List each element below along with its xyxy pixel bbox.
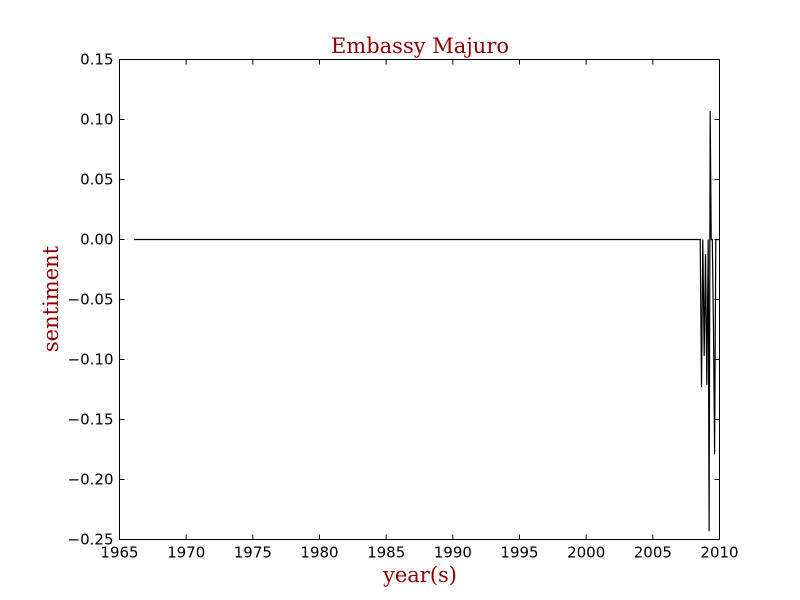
x-tick-label: 1975 [234, 544, 272, 562]
y-tick-label: 0.15 [80, 51, 113, 69]
y-tick-label: 0.00 [80, 231, 113, 249]
x-tick-label: 1990 [434, 544, 472, 562]
y-tick-label: 0.10 [80, 111, 113, 129]
x-tick-label: 1985 [367, 544, 405, 562]
y-tick-label: −0.15 [68, 411, 114, 429]
series-layer [134, 111, 720, 532]
x-tick-label: 1995 [500, 544, 538, 562]
chart-title: Embassy Majuro [331, 34, 509, 58]
x-tick-label: 2010 [700, 544, 738, 562]
y-tick-label: 0.05 [80, 171, 113, 189]
x-tick-label: 2005 [634, 544, 672, 562]
plot-frame [119, 59, 720, 540]
x-tick-label: 2000 [567, 544, 605, 562]
x-tick-label: 1970 [167, 544, 205, 562]
y-axis-label: sentiment [39, 245, 63, 352]
x-tick-label: 1965 [100, 544, 138, 562]
x-tick-label: 1980 [300, 544, 338, 562]
y-tick-label: −0.25 [68, 531, 114, 549]
x-axis-label: year(s) [382, 563, 457, 587]
y-tick-label: −0.10 [68, 351, 114, 369]
axis-ticks: 1965 1970 1975 1980 1985 1990 1995 2000 2005 2010… [68, 51, 739, 562]
y-tick-label: −0.05 [68, 291, 114, 309]
y-tick-label: −0.20 [68, 471, 114, 489]
sentiment-series-line [134, 111, 720, 532]
